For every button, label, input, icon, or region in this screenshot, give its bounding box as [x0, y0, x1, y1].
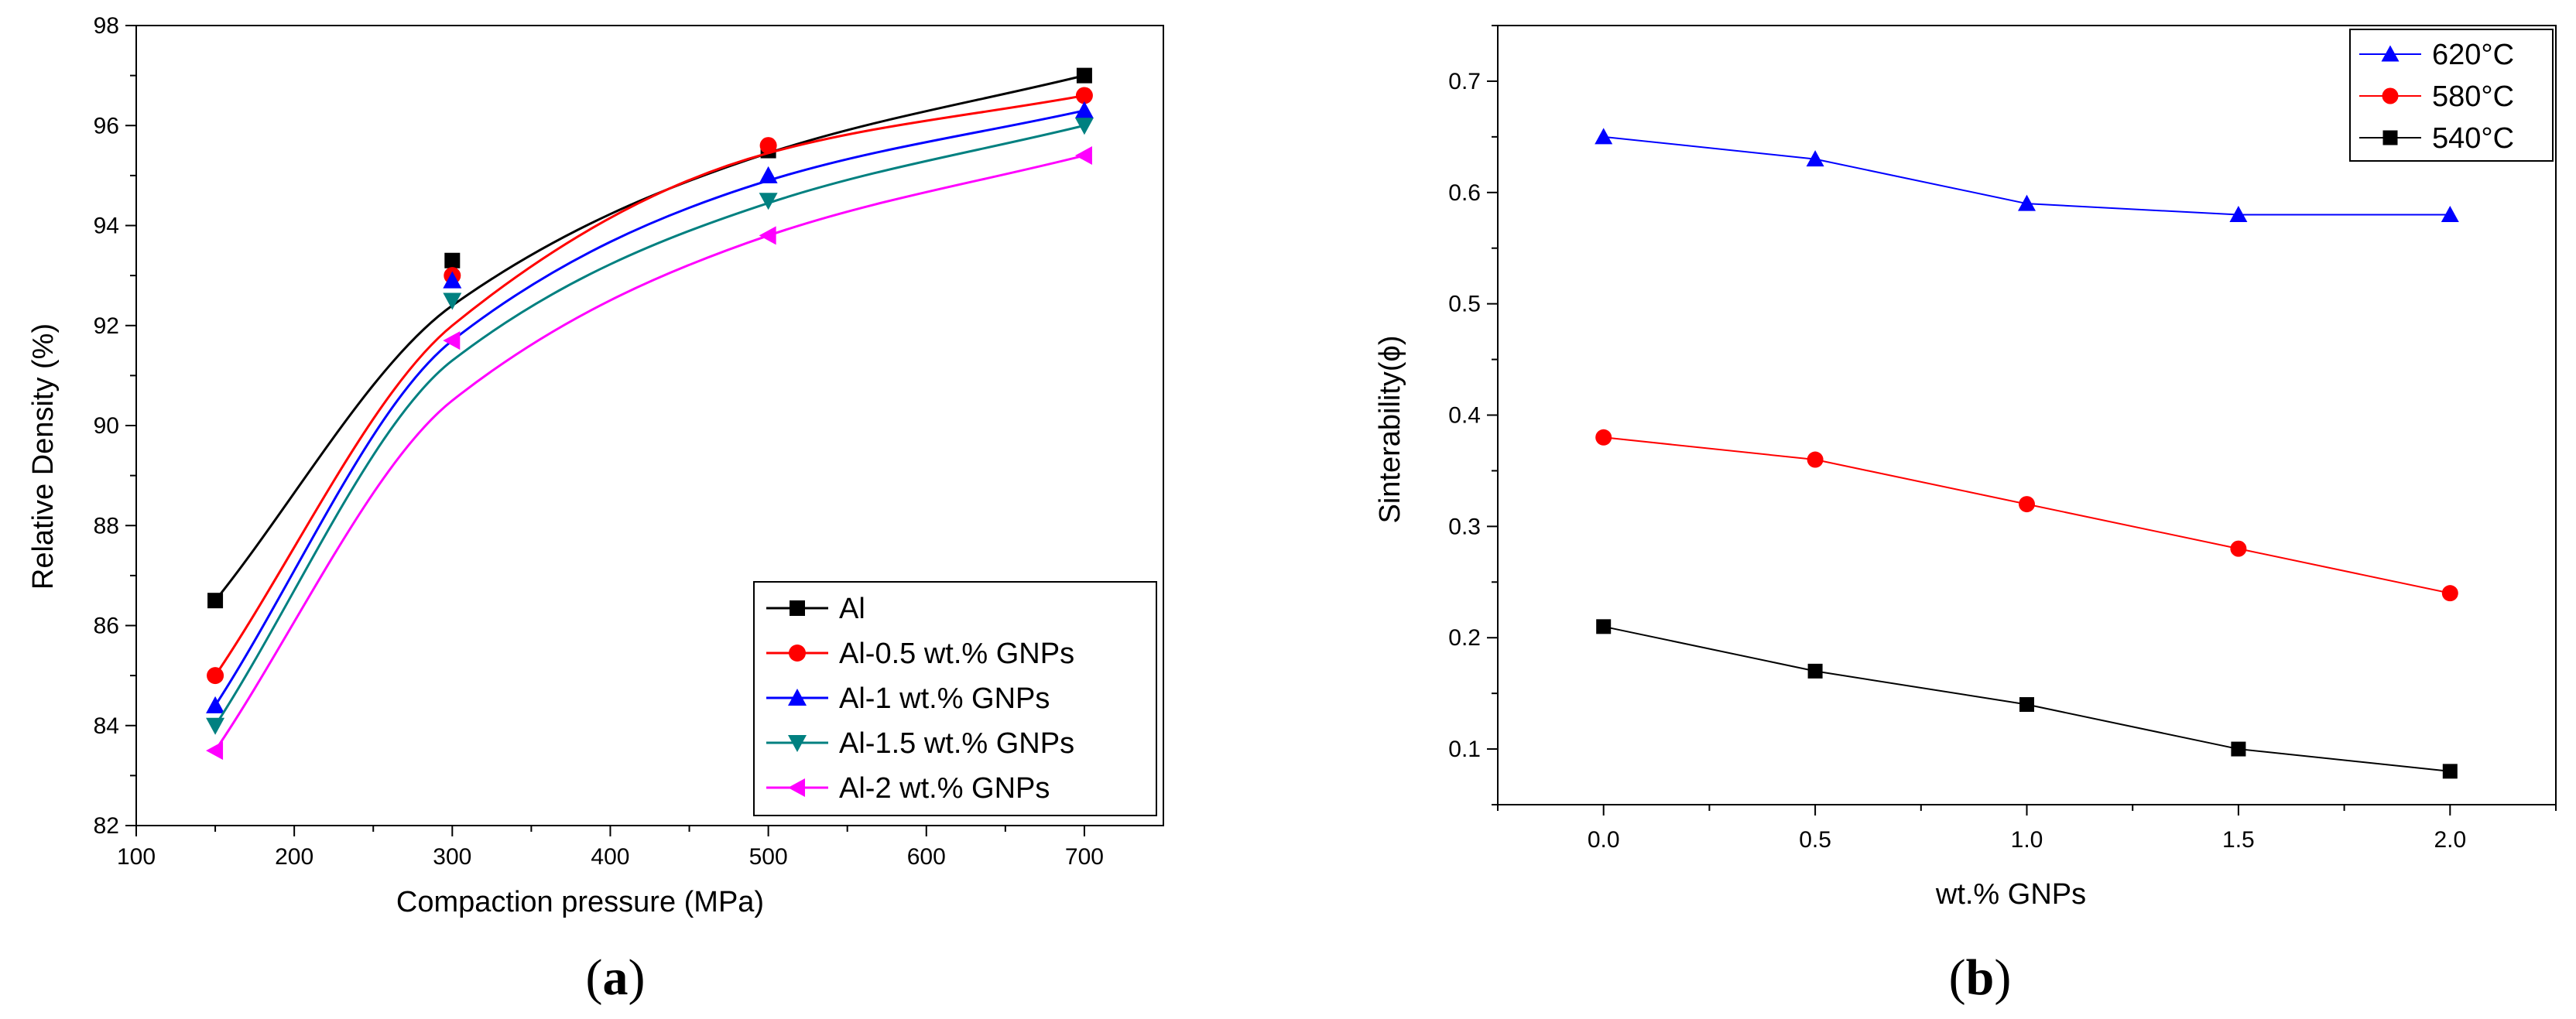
data-point-b-2 [2442, 764, 2458, 779]
y-tick-label-a: 94 [94, 214, 119, 239]
data-point-b-2 [2231, 741, 2246, 757]
legend-label-a: Al-1.5 wt.% GNPs [839, 727, 1074, 760]
y-axis-label-a: Relative Density (%) [27, 323, 60, 590]
fit-curve-a-2 [214, 109, 1085, 706]
data-point-a-3 [443, 292, 462, 310]
data-point-a-4 [206, 741, 224, 761]
chart-b: 0.0 0.5 1.0 1.5 2.0 0.1 0.2 0.3 0.4 0.5 0.6 0.7 wt.%… [1374, 25, 2557, 1006]
legend-label-a: Al-2 wt.% GNPs [839, 772, 1050, 805]
data-point-a-1 [1075, 87, 1093, 104]
y-axis-label-b: Sinterability(ϕ) [1374, 335, 1406, 523]
legend-marker-a [788, 778, 805, 797]
caption-b-close: ) [1994, 949, 2011, 1006]
legend-label-a: Al-0.5 wt.% GNPs [839, 638, 1074, 670]
legend-marker-a [788, 689, 807, 706]
x-tick-label-a: 600 [907, 844, 946, 870]
y-tick-label-a: 88 [94, 513, 119, 539]
data-point-b-1 [1595, 429, 1612, 446]
data-point-a-3 [759, 193, 778, 210]
data-point-b-2 [2019, 697, 2034, 713]
fit-curve-a-1 [214, 94, 1085, 676]
data-point-a-2 [1074, 101, 1094, 118]
data-point-a-2 [206, 696, 225, 713]
y-tick-label-b: 0.5 [1448, 292, 1481, 317]
legend-marker-b [2382, 87, 2399, 104]
legend-label-b: 620°C [2432, 39, 2514, 71]
data-point-a-0 [207, 593, 224, 609]
data-point-b-1 [2441, 585, 2458, 602]
legend-label-b: 580°C [2432, 80, 2514, 113]
data-point-b-2 [1596, 619, 1612, 634]
x-tick-label-a: 100 [117, 844, 156, 870]
data-point-b-1 [2230, 540, 2247, 557]
x-tick-label-a: 700 [1065, 844, 1104, 870]
y-tick-label-b: 0.1 [1448, 737, 1481, 762]
legend-marker-b [2382, 130, 2398, 145]
x-tick-label-a: 300 [433, 844, 471, 870]
y-tick-label-b: 0.7 [1448, 69, 1481, 94]
x-axis-label-b: wt.% GNPs [1935, 878, 2086, 911]
data-point-a-2 [443, 271, 462, 289]
caption-a: (a) [586, 949, 646, 1006]
data-point-a-3 [1074, 118, 1094, 135]
data-point-a-0 [444, 252, 461, 268]
fit-curve-a-3 [214, 124, 1085, 727]
y-tick-label-a: 90 [94, 413, 119, 439]
x-tick-label-b: 2.0 [2434, 827, 2466, 853]
legend-marker-b [2381, 45, 2400, 62]
data-point-b-1 [1807, 451, 1824, 468]
x-tick-label-b: 1.5 [2222, 827, 2255, 853]
y-tick-label-b: 0.2 [1448, 625, 1481, 651]
fit-curve-a-0 [214, 74, 1085, 602]
legend-marker-a [788, 735, 807, 752]
caption-a-close: ) [629, 949, 646, 1006]
y-tick-label-b: 0.4 [1448, 403, 1481, 429]
fit-curve-a-4 [214, 154, 1085, 751]
legend-label-b: 540°C [2432, 122, 2514, 155]
legend-label-a: Al-1 wt.% GNPs [839, 682, 1050, 715]
data-point-a-1 [207, 667, 224, 685]
data-point-a-1 [759, 137, 777, 155]
data-point-b-1 [2019, 496, 2035, 513]
legend-marker-a [789, 645, 806, 662]
data-point-a-2 [759, 166, 778, 183]
y-tick-label-a: 86 [94, 614, 119, 639]
data-point-b-2 [1807, 663, 1823, 679]
x-tick-label-a: 400 [591, 844, 629, 870]
caption-a-open: ( [586, 949, 603, 1006]
y-tick-label-b: 0.3 [1448, 514, 1481, 539]
legend-label-a: Al [839, 593, 865, 625]
data-point-b-0 [2229, 206, 2248, 223]
data-point-a-0 [1076, 67, 1092, 84]
x-tick-label-b: 0.5 [1799, 827, 1831, 853]
chart-a: 100 200 300 400 500 600 700 82 84 86 88 90 92 94 96 98 C… [27, 13, 1164, 1006]
y-tick-label-a: 84 [94, 713, 119, 739]
data-point-a-3 [206, 717, 225, 735]
x-tick-label-a: 500 [749, 844, 788, 870]
series-line-b-1 [1603, 436, 2451, 594]
x-tick-label-b: 0.0 [1588, 827, 1620, 853]
x-tick-label-b: 1.0 [2011, 827, 2043, 853]
y-tick-label-a: 82 [94, 813, 119, 839]
data-point-b-0 [1595, 128, 1613, 145]
y-tick-label-b: 0.6 [1448, 180, 1481, 206]
data-point-b-0 [2441, 206, 2459, 223]
caption-b-letter: b [1966, 949, 1995, 1006]
y-tick-label-a: 98 [94, 13, 119, 39]
data-point-b-0 [2018, 194, 2036, 211]
data-point-a-4 [759, 226, 776, 245]
x-tick-label-a: 200 [275, 844, 313, 870]
data-point-a-4 [1074, 146, 1092, 166]
data-point-b-0 [1806, 150, 1824, 167]
caption-a-letter: a [603, 949, 629, 1006]
y-tick-label-a: 92 [94, 313, 119, 339]
caption-b-open: ( [1949, 949, 1966, 1006]
legend-marker-a [790, 600, 805, 616]
caption-b: (b) [1949, 949, 2012, 1006]
data-point-a-4 [443, 331, 461, 350]
x-axis-label-a: Compaction pressure (MPa) [396, 886, 764, 918]
y-tick-label-a: 96 [94, 113, 119, 138]
